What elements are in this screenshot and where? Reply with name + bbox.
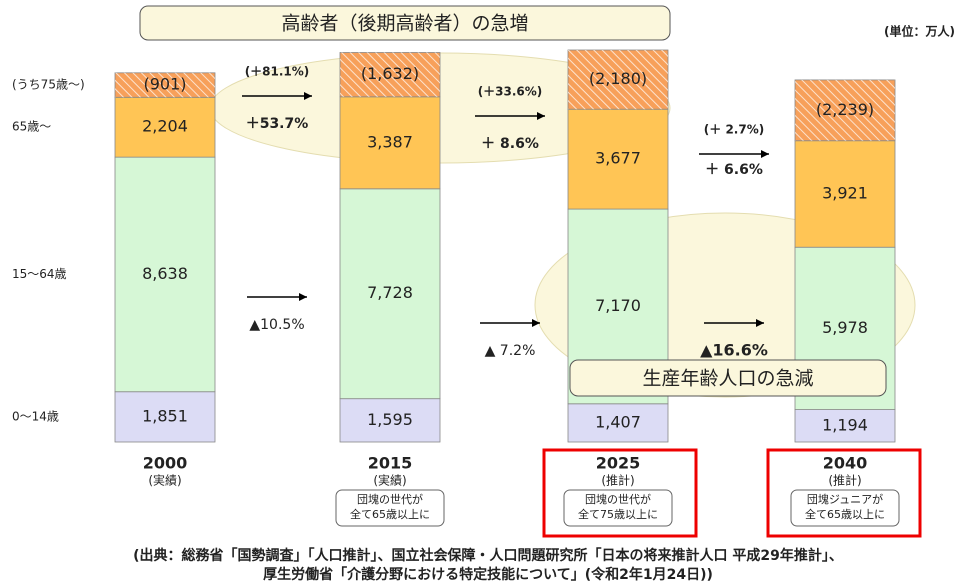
- bar-segment: [339, 188, 441, 400]
- arrow-head: [304, 92, 312, 100]
- comment-box: [790, 489, 900, 527]
- comment-box: [335, 489, 445, 527]
- growth-working: ▲10.5%: [249, 317, 304, 333]
- value-label: 1,595: [367, 410, 413, 429]
- callout-text: 生産年齢人口の急減: [642, 368, 813, 390]
- comment-text: 団塊の世代が: [585, 492, 651, 506]
- category-note: (推計): [601, 473, 634, 488]
- category-note: (実績): [373, 473, 406, 488]
- bar-segment: [794, 140, 896, 248]
- arrow-head: [761, 150, 769, 158]
- comment-text: 団塊ジュニアが: [807, 492, 883, 506]
- x-tick-label: 2015: [368, 454, 413, 473]
- comment-text: 団塊の世代が: [357, 492, 423, 506]
- arrow-head: [756, 319, 764, 327]
- bar-segment: [339, 398, 441, 443]
- value-label: 3,387: [367, 132, 413, 151]
- growth-working: ▲ 7.2%: [485, 343, 536, 359]
- value-label: (901): [143, 75, 186, 94]
- value-label: 3,921: [822, 183, 868, 202]
- title-box: [139, 5, 671, 41]
- bar-segment: [794, 409, 896, 443]
- chart-title: 高齢者（後期高齢者）の急増: [281, 13, 528, 35]
- source-line: 厚生労働省「介護分野における特定技能について」(令和2年1月24日)): [263, 566, 713, 583]
- growth-75: (＋ 2.7%): [704, 123, 764, 137]
- value-label: 1,407: [595, 412, 641, 431]
- value-label: 1,194: [822, 415, 868, 434]
- callout-box: [569, 359, 887, 397]
- growth-75: (＋33.6%): [478, 85, 543, 99]
- growth-65: ＋53.7%: [246, 116, 309, 132]
- category-note: (実績): [148, 473, 181, 488]
- comment-text: 全て65歳以上に: [350, 507, 430, 521]
- growth-75: (＋81.1%): [245, 65, 310, 79]
- source-line: (出典：総務省「国勢調査」「人口推計」、国立社会保障・人口問題研究所「日本の将来…: [133, 547, 843, 564]
- value-label: 1,851: [142, 406, 188, 425]
- x-tick-label: 2025: [596, 454, 641, 473]
- arrow-head: [532, 319, 540, 327]
- arrow-head: [537, 112, 545, 120]
- hatch: [795, 79, 895, 141]
- bars: [114, 49, 896, 443]
- hatch: [340, 52, 440, 97]
- legend-label: 0～14歳: [12, 409, 59, 423]
- comment-text: 全て65歳以上に: [805, 507, 885, 521]
- bar-segment: [114, 156, 216, 393]
- bar-segment: [567, 108, 669, 210]
- value-label: 7,170: [595, 296, 641, 315]
- value-label: 3,677: [595, 149, 641, 168]
- x-tick-label: 2000: [143, 454, 188, 473]
- comment-text: 全て75歳以上に: [578, 507, 658, 521]
- value-label: (2,180): [589, 69, 647, 88]
- highlight-frame: [542, 448, 698, 538]
- growth-65: ＋ 8.6%: [481, 136, 539, 152]
- growth-working: ▲16.6%: [700, 341, 768, 360]
- value-label: (1,632): [361, 64, 419, 83]
- value-label: 2,204: [142, 117, 188, 136]
- arrow-head: [299, 293, 307, 301]
- x-tick-label: 2040: [823, 454, 868, 473]
- unit-label: (単位：万人): [884, 24, 955, 39]
- comment-box: [563, 489, 673, 527]
- value-label: 8,638: [142, 264, 188, 283]
- bar-segment: [114, 96, 216, 158]
- value-label: (2,239): [816, 100, 874, 119]
- legend-label: 65歳～: [12, 120, 51, 134]
- growth-65: ＋ 6.6%: [705, 162, 763, 178]
- value-label: 7,728: [367, 283, 413, 302]
- highlight-frame: [766, 448, 922, 538]
- legend-label: 15～64歳: [12, 267, 67, 281]
- legend-label: (うち75歳～): [12, 78, 85, 92]
- value-label: 5,978: [822, 318, 868, 337]
- bar-segment: [114, 391, 216, 443]
- hatch: [115, 72, 215, 98]
- hatch: [568, 50, 668, 110]
- category-note: (推計): [828, 473, 861, 488]
